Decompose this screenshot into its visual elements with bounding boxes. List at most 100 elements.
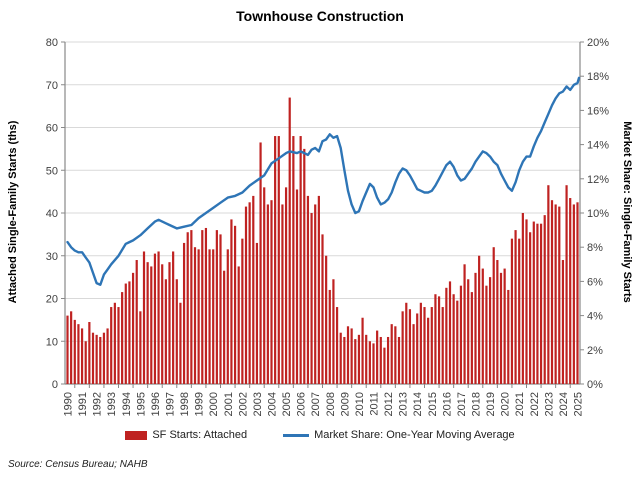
bar-quarter: [226, 249, 229, 384]
bar-quarter: [288, 97, 291, 384]
x-axis-year-label: 2008: [325, 392, 337, 416]
left-axis-tick-label: 50: [46, 165, 58, 177]
bar-quarter: [445, 287, 448, 384]
bar-quarter: [153, 253, 157, 384]
bar-quarter: [576, 202, 579, 384]
bar-quarter: [117, 307, 120, 384]
bar-quarter: [423, 307, 426, 384]
bar-quarter: [212, 249, 215, 384]
bar-quarter: [569, 198, 572, 384]
x-axis-year-label: 1999: [194, 392, 206, 416]
bar-quarter: [281, 204, 284, 384]
bar-quarter: [84, 341, 87, 384]
x-axis-year-label: 2023: [543, 392, 555, 416]
bar-quarter: [274, 136, 277, 384]
bar-quarter: [270, 200, 273, 384]
bar-quarter: [518, 238, 521, 384]
bar-quarter: [106, 328, 109, 384]
bar-quarter: [554, 204, 557, 384]
bar-quarter: [507, 289, 510, 384]
bar-quarter: [99, 336, 102, 384]
bar-quarter: [514, 230, 517, 384]
bar-quarter: [474, 272, 477, 384]
bar-quarter: [368, 341, 371, 384]
bar-quarter: [536, 223, 539, 384]
bar-quarter: [376, 330, 379, 384]
bar-quarter: [124, 283, 127, 384]
bar-quarter: [561, 260, 565, 384]
bar-series-group: [66, 97, 579, 385]
bar-quarter: [401, 311, 404, 384]
bar-quarter: [110, 307, 113, 384]
bar-quarter: [405, 302, 408, 384]
bar-quarter: [77, 324, 80, 384]
bar-quarter: [259, 142, 262, 384]
bar-quarter: [150, 266, 153, 384]
bar-quarter: [73, 319, 76, 385]
bar-quarter: [558, 206, 561, 384]
bar-quarter: [172, 251, 175, 384]
bar-quarter: [572, 204, 575, 384]
x-axis-year-label: 1990: [63, 392, 75, 416]
right-axis-tick-label: 8%: [587, 242, 603, 254]
bar-series-swatch: [125, 430, 148, 440]
bar-quarter: [146, 262, 149, 384]
x-axis-year-label: 2025: [573, 392, 585, 416]
bar-quarter: [241, 238, 244, 384]
bar-quarter: [346, 326, 350, 384]
left-axis-tick-label: 10: [46, 336, 58, 348]
legend-item-bar-series: SF Starts: Attached: [125, 429, 247, 441]
bar-quarter: [321, 234, 324, 385]
bar-quarter: [488, 277, 492, 385]
x-axis-year-label: 1997: [165, 392, 177, 416]
right-axis-tick-label: 0%: [587, 379, 603, 391]
x-axis-year-label: 2006: [296, 392, 308, 416]
bar-quarter: [390, 324, 393, 384]
bar-quarter: [354, 339, 357, 384]
x-axis-year-label: 2014: [412, 392, 424, 416]
legend-item-line-series: Market Share: One-Year Moving Average: [283, 429, 515, 441]
legend-label-line-series: Market Share: One-Year Moving Average: [314, 429, 515, 441]
bar-quarter: [168, 262, 171, 384]
bar-quarter: [419, 302, 422, 384]
bar-quarter: [70, 311, 73, 384]
bar-quarter: [314, 204, 317, 384]
bar-quarter: [80, 328, 84, 384]
bar-quarter: [303, 148, 306, 385]
right-axis-tick-label: 14%: [587, 140, 609, 152]
bar-quarter: [357, 334, 361, 384]
bar-quarter: [481, 268, 484, 384]
bar-quarter: [503, 268, 506, 384]
bar-quarter: [565, 185, 568, 384]
bar-quarter: [467, 279, 470, 384]
bar-quarter: [233, 225, 237, 384]
x-axis-year-label: 2009: [339, 392, 351, 416]
x-axis-year-label: 1998: [179, 392, 191, 416]
x-axis-year-label: 2012: [383, 392, 395, 416]
bar-quarter: [263, 187, 266, 384]
bar-quarter: [383, 347, 386, 384]
bar-quarter: [208, 249, 211, 384]
bar-quarter: [437, 296, 441, 384]
bar-quarter: [470, 292, 473, 384]
bar-quarter: [492, 247, 495, 384]
bar-quarter: [510, 238, 514, 384]
bar-quarter: [131, 272, 135, 384]
right-axis-tick-label: 20%: [587, 37, 609, 49]
bar-quarter: [219, 234, 222, 385]
bar-quarter: [306, 195, 310, 384]
bar-quarter: [386, 336, 390, 384]
left-axis-tick-label: 30: [46, 251, 58, 263]
bar-quarter: [88, 322, 91, 384]
x-axis-year-label: 2024: [558, 392, 570, 416]
bar-quarter: [197, 249, 200, 384]
right-axis-tick-label: 18%: [587, 71, 609, 83]
bar-quarter: [179, 302, 182, 384]
right-axis-tick-label: 2%: [587, 345, 603, 357]
x-axis-year-label: 2022: [529, 392, 541, 416]
x-axis-year-label: 1991: [77, 392, 89, 416]
x-axis-year-label: 1996: [150, 392, 162, 416]
bar-quarter: [237, 266, 240, 384]
bar-quarter: [412, 324, 415, 384]
bar-quarter: [102, 332, 106, 384]
